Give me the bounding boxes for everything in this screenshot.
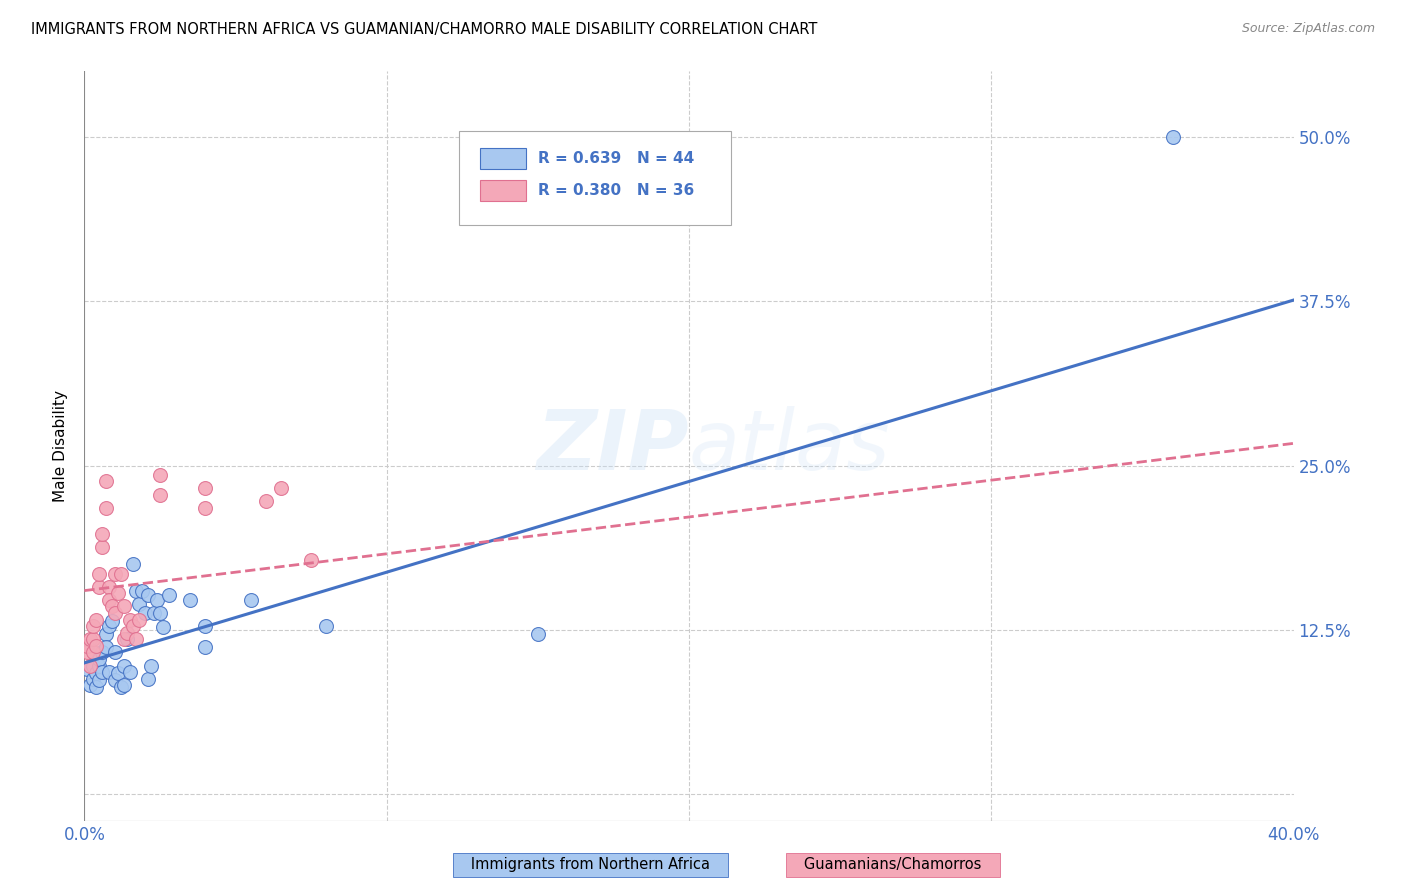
- Point: [157, 588, 180, 602]
- Point: [121, 558, 143, 572]
- Point: [149, 488, 172, 502]
- Text: R = 0.380   N = 36: R = 0.380 N = 36: [538, 183, 695, 198]
- Point: [112, 658, 135, 673]
- Point: [79, 658, 101, 673]
- Point: [76, 639, 98, 653]
- Point: [194, 481, 217, 495]
- Point: [82, 645, 104, 659]
- Point: [121, 619, 143, 633]
- Point: [194, 500, 217, 515]
- Point: [97, 665, 120, 679]
- Text: Guamanians/Chamorros: Guamanians/Chamorros: [790, 857, 995, 872]
- Point: [194, 640, 217, 654]
- Point: [125, 632, 148, 647]
- Point: [152, 620, 174, 634]
- Point: [86, 680, 108, 694]
- Point: [82, 672, 104, 686]
- Point: [149, 467, 172, 482]
- Point: [194, 619, 217, 633]
- Point: [97, 619, 120, 633]
- Point: [86, 613, 108, 627]
- Point: [104, 566, 127, 581]
- Point: [89, 658, 111, 673]
- Point: [89, 580, 111, 594]
- Point: [128, 597, 150, 611]
- Point: [82, 658, 104, 673]
- Point: [270, 481, 292, 495]
- Point: [110, 566, 132, 581]
- FancyBboxPatch shape: [460, 131, 731, 225]
- Point: [82, 632, 104, 647]
- Point: [139, 658, 162, 673]
- Point: [79, 678, 101, 692]
- Point: [104, 606, 127, 620]
- Y-axis label: Male Disability: Male Disability: [53, 390, 69, 502]
- Bar: [479, 180, 526, 201]
- Point: [118, 613, 141, 627]
- Text: R = 0.639   N = 44: R = 0.639 N = 44: [538, 151, 695, 166]
- Point: [112, 632, 135, 647]
- Point: [115, 625, 138, 640]
- Point: [104, 645, 127, 659]
- Point: [91, 527, 114, 541]
- Point: [94, 627, 117, 641]
- Point: [79, 632, 101, 647]
- Point: [110, 680, 132, 694]
- Point: [112, 599, 135, 614]
- Point: [91, 540, 114, 554]
- Point: [299, 553, 322, 567]
- Point: [112, 678, 135, 692]
- Point: [239, 592, 262, 607]
- Point: [315, 619, 337, 633]
- Point: [136, 588, 159, 602]
- Point: [118, 665, 141, 679]
- Text: Immigrants from Northern Africa: Immigrants from Northern Africa: [457, 857, 724, 872]
- Point: [89, 673, 111, 687]
- Point: [115, 632, 138, 647]
- Point: [97, 580, 120, 594]
- Point: [100, 599, 122, 614]
- Text: Source: ZipAtlas.com: Source: ZipAtlas.com: [1241, 22, 1375, 36]
- Point: [104, 673, 127, 687]
- Point: [94, 475, 117, 489]
- Point: [142, 606, 165, 620]
- Point: [89, 652, 111, 666]
- Point: [94, 640, 117, 654]
- Point: [91, 665, 114, 679]
- Point: [107, 586, 129, 600]
- Point: [94, 500, 117, 515]
- Point: [527, 627, 550, 641]
- Point: [128, 613, 150, 627]
- Point: [136, 672, 159, 686]
- Point: [254, 494, 277, 508]
- Text: ZIP: ZIP: [536, 406, 689, 486]
- Point: [76, 663, 98, 677]
- Text: IMMIGRANTS FROM NORTHERN AFRICA VS GUAMANIAN/CHAMORRO MALE DISABILITY CORRELATIO: IMMIGRANTS FROM NORTHERN AFRICA VS GUAMA…: [31, 22, 817, 37]
- Bar: [479, 148, 526, 169]
- Point: [97, 592, 120, 607]
- Point: [91, 645, 114, 659]
- Point: [100, 614, 122, 628]
- Point: [82, 619, 104, 633]
- Point: [86, 639, 108, 653]
- Point: [125, 583, 148, 598]
- Point: [134, 606, 156, 620]
- Point: [131, 583, 153, 598]
- Point: [86, 666, 108, 681]
- Text: atlas: atlas: [689, 406, 890, 486]
- Point: [179, 592, 201, 607]
- Point: [89, 566, 111, 581]
- Point: [107, 666, 129, 681]
- Point: [149, 606, 172, 620]
- Point: [1161, 130, 1184, 145]
- Point: [146, 592, 169, 607]
- Point: [76, 645, 98, 659]
